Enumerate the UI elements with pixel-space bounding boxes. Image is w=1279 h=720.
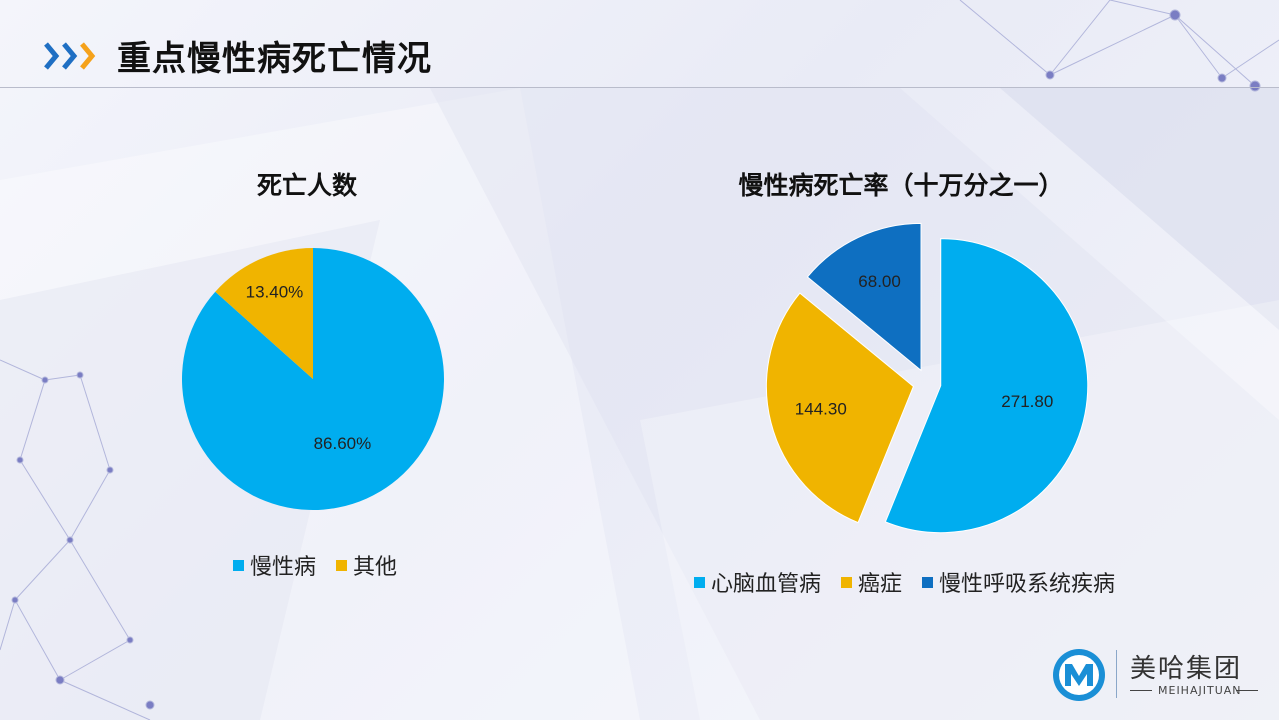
legend-rate: 心脑血管病 癌症 慢性呼吸系统疾病 — [694, 566, 1115, 598]
data-label-1-0: 271.80 — [1001, 392, 1053, 411]
legend-item-0-0: 慢性病 — [233, 549, 316, 581]
legend-swatch — [922, 576, 934, 588]
data-label-1-1: 144.30 — [795, 399, 847, 418]
legend-item-1-2: 慢性呼吸系统疾病 — [922, 566, 1115, 598]
legend-label: 心脑血管病 — [711, 572, 822, 597]
logo-sub-line-left — [1130, 690, 1152, 691]
legend-swatch — [841, 576, 853, 588]
legend-swatch — [336, 559, 348, 571]
legend-label: 慢性呼吸系统疾病 — [939, 572, 1116, 597]
data-label-0-0: 86.60% — [314, 434, 372, 453]
legend-item-1-0: 心脑血管病 — [694, 566, 821, 598]
data-label-0-1: 13.40% — [246, 282, 304, 301]
chart-title-deaths: 死亡人数 — [256, 171, 358, 200]
legend-swatch — [233, 559, 244, 571]
legend-swatch — [694, 576, 705, 588]
chevrons-icon — [44, 42, 96, 70]
legend-label: 其他 — [353, 555, 398, 580]
legend-label: 慢性病 — [250, 555, 317, 580]
legend-item-0-1: 其他 — [336, 549, 397, 581]
pie-slice-1-1 — [765, 292, 915, 524]
legend-label: 癌症 — [858, 572, 903, 597]
chart-title-rate: 慢性病死亡率（十万分之一） — [738, 171, 1064, 200]
header-divider — [0, 87, 1279, 88]
legend-item-1-1: 癌症 — [841, 566, 902, 598]
company-logo: 美哈集团 MEIHAJITUAN — [1050, 640, 1260, 706]
data-label-1-2: 68.00 — [858, 272, 901, 291]
pie-slice-1-0 — [884, 238, 1089, 534]
logo-subtitle: MEIHAJITUAN — [1158, 684, 1242, 697]
logo-sub-line-right — [1236, 690, 1258, 691]
header: 重点慢性病死亡情况 — [0, 0, 1279, 88]
logo-separator — [1116, 650, 1117, 698]
pie-slice-0-1 — [215, 248, 313, 379]
page-title: 重点慢性病死亡情况 — [117, 39, 432, 79]
logo-name: 美哈集团 — [1130, 654, 1243, 684]
m-logo-icon — [1053, 649, 1105, 701]
pie-slice-1-2 — [806, 222, 922, 372]
legend-deaths: 慢性病 其他 — [233, 549, 397, 581]
